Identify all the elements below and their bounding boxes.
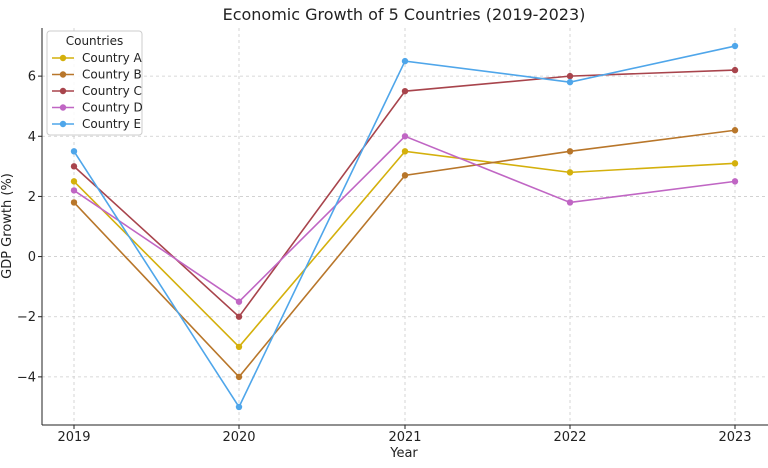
data-point	[401, 57, 409, 65]
legend-label: Country D	[82, 101, 143, 115]
data-point	[70, 178, 78, 185]
legend-item: Country D	[52, 101, 143, 115]
legend-label: Country E	[82, 117, 141, 131]
y-tick-label: 0	[28, 250, 36, 265]
data-point	[235, 403, 243, 411]
data-point	[401, 148, 409, 155]
data-point	[235, 313, 243, 320]
y-tick-label: 6	[28, 70, 36, 85]
data-point	[235, 373, 243, 381]
x-tick-label: 2019	[57, 430, 90, 445]
series-line	[73, 45, 736, 409]
series-country-e	[70, 42, 739, 411]
x-axis-label: Year	[389, 446, 418, 461]
data-point	[566, 169, 574, 176]
data-point	[566, 72, 574, 80]
legend: Countries Country A Country B Country C Coun…	[46, 30, 143, 136]
legend-label: Country B	[82, 68, 142, 82]
x-tick-label: 2023	[718, 430, 751, 445]
x-tick-label: 2022	[553, 430, 586, 445]
data-point	[235, 298, 243, 305]
legend-marker	[59, 87, 67, 95]
data-point	[566, 199, 574, 206]
series-line	[73, 129, 736, 379]
series-country-a	[70, 148, 739, 351]
y-tick-label: 4	[28, 130, 36, 145]
legend-item: Country B	[52, 68, 142, 82]
data-point	[401, 172, 409, 179]
legend-box	[46, 30, 143, 136]
data-point	[731, 178, 739, 185]
legend-item: Country A	[52, 51, 142, 65]
legend-label: Country A	[82, 51, 142, 65]
legend-marker	[59, 71, 67, 78]
chart-title: Economic Growth of 5 Countries (2019-202…	[223, 5, 586, 24]
legend-item: Country C	[52, 84, 142, 98]
data-point	[731, 66, 739, 74]
data-point	[731, 42, 739, 50]
series-country-c	[70, 66, 739, 320]
data-point	[566, 148, 574, 155]
legend-marker	[59, 54, 67, 62]
data-point	[235, 343, 243, 351]
x-axis-ticks: 2019 2020 2021 2022 2023	[57, 425, 752, 445]
data-point	[70, 187, 78, 194]
data-point	[70, 148, 78, 155]
series-line	[73, 135, 736, 303]
series-line	[73, 150, 736, 348]
series-country-d	[70, 133, 739, 305]
x-tick-label: 2021	[388, 430, 421, 445]
y-tick-label: 2	[28, 190, 36, 205]
series-group	[70, 42, 739, 411]
y-axis-label: GDP Growth (%)	[0, 173, 15, 279]
series-country-b	[70, 127, 739, 381]
data-point	[731, 160, 739, 167]
x-tick-label: 2020	[222, 430, 255, 445]
legend-title: Countries	[66, 34, 124, 48]
y-tick-label: −4	[17, 370, 36, 385]
data-point	[731, 127, 739, 134]
legend-item: Country E	[52, 117, 141, 131]
data-point	[401, 133, 409, 140]
legend-label: Country C	[82, 84, 142, 98]
grid	[42, 28, 768, 425]
y-tick-label: −2	[17, 310, 36, 325]
data-point	[70, 199, 78, 206]
data-point	[401, 87, 409, 95]
data-point	[566, 78, 574, 86]
data-point	[70, 163, 78, 170]
legend-marker	[59, 120, 67, 128]
y-axis-ticks: −4 −2 0 2 4 6	[17, 70, 42, 385]
legend-marker	[59, 104, 67, 111]
